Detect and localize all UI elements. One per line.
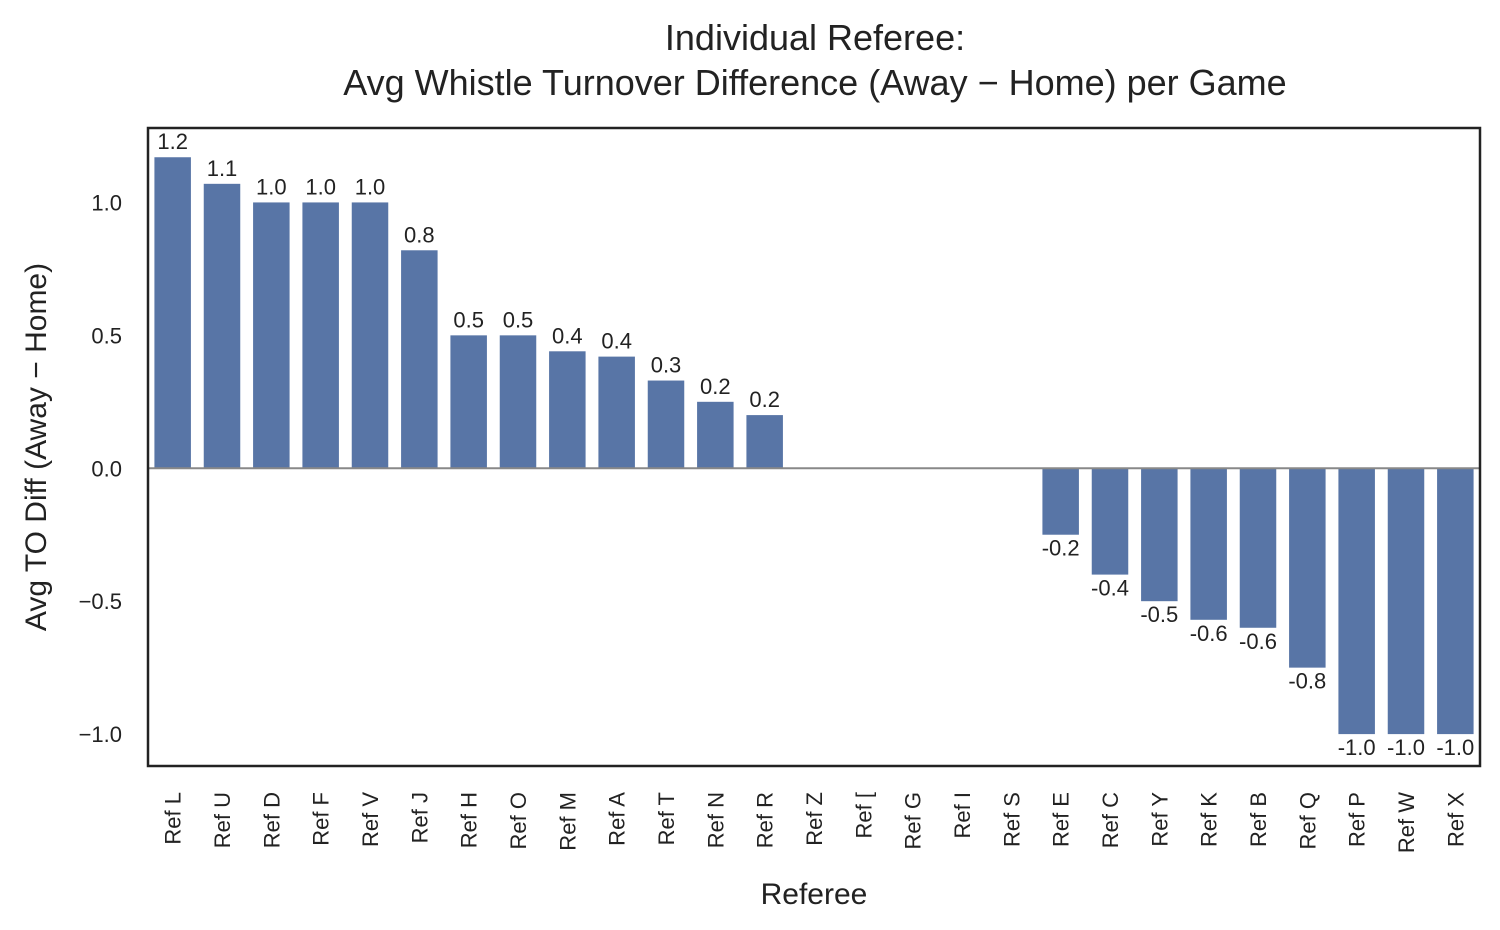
bar-value-label: 0.2 <box>700 374 731 399</box>
x-tick-label: Ref X <box>1443 792 1468 847</box>
x-tick-label: Ref H <box>457 792 482 848</box>
y-tick-label: 1.0 <box>91 190 122 215</box>
x-tick-label: Ref L <box>161 792 186 845</box>
bar-value-label: -0.6 <box>1239 629 1277 654</box>
bar-value-label: 0.5 <box>453 307 484 332</box>
y-tick-label: −0.5 <box>79 589 122 614</box>
bar-value-label: 1.0 <box>305 174 336 199</box>
y-tick-label: 0.5 <box>91 323 122 348</box>
bar-labels-group: 1.2 1.1 1.0 1.0 1.0 0.8 0.5 0.5 0.4 0.4 0.3 0.2 0.2 -… <box>157 129 1474 760</box>
bar-4 <box>351 202 389 469</box>
x-tick-label: Ref C <box>1098 792 1123 848</box>
y-tick-label: 0.0 <box>91 456 122 481</box>
bar-18 <box>1042 468 1079 535</box>
x-tick-label: Ref Z <box>802 792 827 846</box>
bar-24 <box>1338 468 1375 735</box>
bar-value-label: -1.0 <box>1387 735 1425 760</box>
bar-1 <box>203 183 241 469</box>
bar-value-label: -1.0 <box>1338 735 1376 760</box>
bar-value-label: 0.3 <box>651 353 682 378</box>
x-tick-label: Ref V <box>358 792 383 847</box>
bar-5 <box>401 250 438 469</box>
bar-12 <box>746 415 783 469</box>
bar-value-label: 1.0 <box>256 174 287 199</box>
bar-8 <box>549 351 586 469</box>
bar-value-label: -0.6 <box>1190 621 1228 646</box>
bar-value-label: 1.0 <box>355 174 386 199</box>
x-axis-ticks: Ref L Ref U Ref D Ref F Ref V Ref J Ref H Ref O… <box>161 792 1469 853</box>
bar-26 <box>1437 468 1474 735</box>
x-tick-label: Ref I <box>950 792 975 838</box>
chart-title-line-2: Avg Whistle Turnover Difference (Away − … <box>343 62 1286 103</box>
y-tick-label: −1.0 <box>79 722 122 747</box>
x-tick-label: Ref Q <box>1295 792 1320 849</box>
bar-0 <box>154 157 191 469</box>
bar-value-label: 0.4 <box>601 329 632 354</box>
x-tick-label: Ref P <box>1345 792 1370 847</box>
x-tick-label: Ref B <box>1246 792 1271 847</box>
bar-value-label: -1.0 <box>1436 735 1474 760</box>
y-axis-ticks: −1.0 −0.5 0.0 0.5 1.0 <box>79 190 122 747</box>
x-tick-label: Ref A <box>605 792 630 846</box>
x-tick-label: Ref T <box>654 792 679 845</box>
bar-10 <box>647 380 685 469</box>
x-tick-label: Ref F <box>309 792 334 846</box>
bars-group <box>154 157 1474 735</box>
bar-6 <box>450 335 487 469</box>
plot-frame <box>146 126 1482 768</box>
x-tick-label: Ref J <box>407 792 432 843</box>
x-tick-label: Ref Y <box>1147 792 1172 847</box>
bar-3 <box>302 202 339 469</box>
x-tick-label: Ref K <box>1197 792 1222 847</box>
bar-21 <box>1190 468 1227 620</box>
y-axis-label: Avg TO Diff (Away − Home) <box>20 263 53 631</box>
chart-title-line-1: Individual Referee: <box>665 17 965 58</box>
bar-value-label: 0.4 <box>552 323 583 348</box>
bar-9 <box>598 356 635 469</box>
bar-20 <box>1141 468 1178 602</box>
bar-value-label: -0.4 <box>1091 576 1129 601</box>
bar-25 <box>1387 468 1425 735</box>
bar-19 <box>1091 468 1129 575</box>
x-tick-label: Ref G <box>901 792 926 849</box>
x-tick-label: Ref D <box>259 792 284 848</box>
bar-value-label: 0.5 <box>503 307 534 332</box>
x-axis-label: Referee <box>761 878 868 911</box>
x-tick-label: Ref [ <box>851 792 876 838</box>
x-tick-label: Ref U <box>210 792 235 848</box>
bar-2 <box>253 202 290 469</box>
bar-value-label: -0.8 <box>1288 669 1326 694</box>
bar-value-label: 1.1 <box>207 156 238 181</box>
bar-22 <box>1239 468 1277 628</box>
x-tick-label: Ref R <box>753 792 778 848</box>
bar-value-label: 0.2 <box>749 387 780 412</box>
bar-value-label: 0.8 <box>404 222 435 247</box>
bar-7 <box>499 335 537 469</box>
bar-23 <box>1289 468 1326 668</box>
bar-value-label: -0.5 <box>1140 602 1178 627</box>
x-tick-label: Ref W <box>1394 792 1419 853</box>
x-tick-label: Ref M <box>555 792 580 851</box>
bar-11 <box>697 401 734 469</box>
x-tick-label: Ref N <box>703 792 728 848</box>
bar-value-label: 1.2 <box>157 129 188 154</box>
x-tick-label: Ref S <box>999 792 1024 847</box>
x-tick-label: Ref E <box>1049 792 1074 847</box>
bar-value-label: -0.2 <box>1042 536 1080 561</box>
x-tick-label: Ref O <box>506 792 531 849</box>
